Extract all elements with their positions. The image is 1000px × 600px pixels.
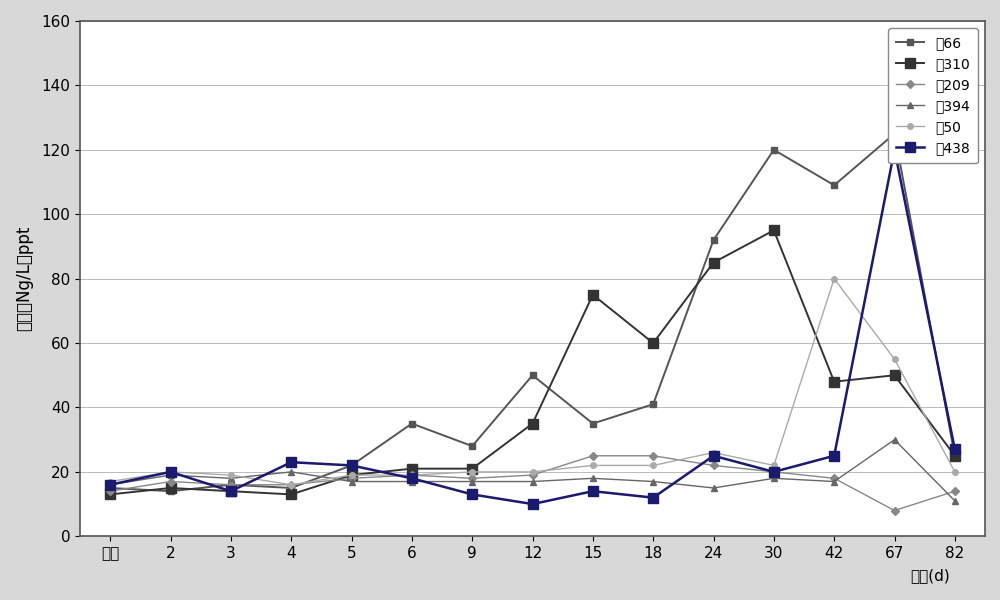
任50 (647, 462, 659, 469)
任394 (165, 472, 177, 479)
任50 (587, 462, 599, 469)
任394 (285, 468, 297, 475)
任66 (889, 130, 901, 137)
任209 (466, 475, 478, 482)
任209 (949, 488, 961, 495)
任394 (889, 436, 901, 443)
Line: 任66: 任66 (107, 130, 958, 494)
任438 (647, 494, 659, 501)
任66 (768, 146, 780, 154)
任310 (587, 291, 599, 298)
任310 (165, 484, 177, 491)
任394 (647, 478, 659, 485)
任50 (406, 472, 418, 479)
任66 (104, 484, 116, 491)
任310 (225, 488, 237, 495)
任50 (104, 478, 116, 485)
任438 (587, 488, 599, 495)
任209 (647, 452, 659, 460)
任438 (285, 458, 297, 466)
任394 (225, 475, 237, 482)
任310 (828, 378, 840, 385)
任50 (346, 472, 358, 479)
任209 (104, 488, 116, 495)
任394 (346, 478, 358, 485)
任209 (285, 481, 297, 488)
Text: 天数(d): 天数(d) (910, 569, 950, 583)
任394 (466, 478, 478, 485)
任50 (708, 449, 720, 456)
Line: 任50: 任50 (107, 276, 958, 488)
任66 (647, 401, 659, 408)
Line: 任209: 任209 (107, 453, 958, 513)
任66 (828, 182, 840, 189)
任438 (889, 146, 901, 154)
任438 (406, 475, 418, 482)
任310 (889, 371, 901, 379)
任50 (828, 275, 840, 282)
任394 (828, 478, 840, 485)
任50 (949, 468, 961, 475)
任66 (949, 452, 961, 460)
任438 (828, 452, 840, 460)
任66 (708, 236, 720, 244)
任438 (225, 488, 237, 495)
任310 (527, 420, 539, 427)
任209 (225, 481, 237, 488)
任50 (466, 468, 478, 475)
任209 (768, 468, 780, 475)
任209 (708, 462, 720, 469)
任50 (527, 468, 539, 475)
任394 (587, 475, 599, 482)
任310 (346, 472, 358, 479)
任50 (889, 356, 901, 363)
任438 (768, 468, 780, 475)
任66 (346, 462, 358, 469)
任66 (285, 484, 297, 491)
任438 (466, 491, 478, 498)
任438 (527, 500, 539, 508)
任394 (104, 481, 116, 488)
任209 (889, 507, 901, 514)
任66 (466, 443, 478, 450)
Line: 任438: 任438 (105, 145, 960, 509)
任438 (165, 468, 177, 475)
任66 (406, 420, 418, 427)
任438 (708, 452, 720, 460)
任438 (346, 462, 358, 469)
任310 (647, 340, 659, 347)
任209 (527, 472, 539, 479)
Line: 任310: 任310 (105, 226, 960, 499)
任66 (225, 481, 237, 488)
任310 (466, 465, 478, 472)
任310 (406, 465, 418, 472)
任310 (768, 227, 780, 234)
任209 (346, 475, 358, 482)
Legend: 任66, 任310, 任209, 任394, 任50, 任438: 任66, 任310, 任209, 任394, 任50, 任438 (888, 28, 978, 163)
任394 (768, 475, 780, 482)
任209 (165, 478, 177, 485)
任50 (165, 468, 177, 475)
任394 (527, 478, 539, 485)
任66 (165, 488, 177, 495)
任310 (949, 452, 961, 460)
任394 (949, 497, 961, 505)
任310 (708, 259, 720, 266)
任310 (104, 491, 116, 498)
任394 (406, 478, 418, 485)
任438 (949, 446, 961, 453)
任66 (527, 371, 539, 379)
任209 (587, 452, 599, 460)
任50 (225, 472, 237, 479)
任209 (406, 472, 418, 479)
Y-axis label: 浓度（Ng/L）ppt: 浓度（Ng/L）ppt (15, 226, 33, 331)
任438 (104, 481, 116, 488)
任310 (285, 491, 297, 498)
任394 (708, 484, 720, 491)
Line: 任394: 任394 (107, 436, 958, 505)
任209 (828, 475, 840, 482)
任50 (768, 462, 780, 469)
任50 (285, 481, 297, 488)
任66 (587, 420, 599, 427)
